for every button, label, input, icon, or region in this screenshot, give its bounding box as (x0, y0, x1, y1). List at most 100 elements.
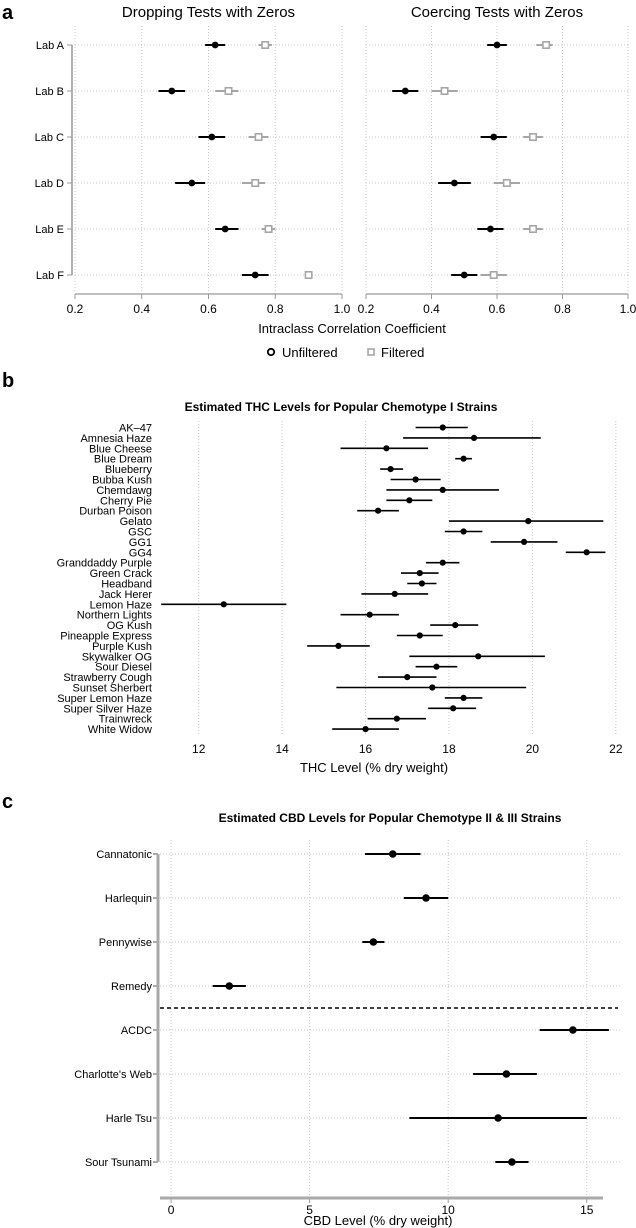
point (475, 653, 482, 660)
category-label: GSC (128, 527, 152, 539)
point (404, 674, 411, 681)
category-label: Charlotte's Web (74, 1069, 152, 1081)
point (388, 850, 397, 858)
panel-label-a: a (2, 2, 14, 24)
point (525, 518, 532, 525)
point (460, 694, 467, 702)
point (583, 549, 590, 556)
filtered-point (502, 179, 511, 188)
category-label: Sunset Sherbert (73, 683, 153, 695)
category-label: Blue Dream (94, 454, 152, 466)
category-label: Sour Diesel (95, 662, 152, 674)
category-label: Amnesia Haze (80, 433, 152, 445)
x-tick-label: 10 (442, 1203, 456, 1217)
point (362, 726, 369, 733)
unfiltered-point (168, 87, 176, 95)
category-label: Gelato (120, 516, 152, 528)
x-tick-label: 1.0 (620, 302, 636, 316)
category-label: Super Silver Haze (63, 703, 152, 715)
point (460, 528, 467, 535)
filtered-point (529, 133, 538, 142)
category-label: Harlequin (105, 893, 152, 905)
x-tick-label: 0 (168, 1203, 175, 1217)
category-label: Lab F (36, 270, 64, 282)
unfiltered-point (451, 179, 458, 187)
point (225, 982, 234, 990)
point (508, 1158, 516, 1166)
x-tick-label: 14 (275, 742, 289, 756)
category-label: Purple Kush (92, 641, 152, 653)
panel-label-b: b (2, 370, 14, 392)
category-label: Lemon Haze (90, 599, 152, 611)
x-tick-label: 0.4 (133, 302, 150, 316)
point (369, 938, 378, 946)
category-label: Durban Poison (79, 506, 152, 518)
category-label: Blue Cheese (89, 443, 152, 455)
category-label: Remedy (111, 981, 152, 993)
point (439, 486, 446, 493)
category-label: Chemdawg (96, 485, 152, 497)
panel-a: a Lab A Lab B Lab C Lab D Lab E Lab F Dropping … (2, 2, 636, 360)
category-label: Bubba Kush (92, 475, 152, 487)
category-label: Pineapple Express (60, 631, 152, 643)
category-label: Jack Herer (99, 589, 153, 601)
x-tick-label: 0.2 (358, 302, 375, 316)
category-label: GG4 (129, 547, 152, 559)
point (569, 1026, 577, 1034)
x-tick-label: 15 (580, 1203, 594, 1217)
category-label: ACDC (121, 1025, 152, 1037)
category-label: Harle Tsu (106, 1113, 152, 1125)
point (416, 570, 423, 577)
filtered-point (261, 40, 270, 49)
point (452, 622, 459, 629)
category-label: AK–47 (119, 423, 152, 435)
x-axis-title: CBD Level (% dry weight) (304, 1213, 453, 1228)
point (439, 559, 446, 566)
x-tick-label: 0.6 (489, 302, 506, 316)
category-label: Skywalker OG (82, 651, 152, 663)
legend-filtered-marker (367, 348, 375, 356)
filtered-point (264, 225, 273, 234)
subplot-title: Dropping Tests with Zeros (122, 4, 295, 21)
point (418, 580, 425, 587)
category-label: Granddaddy Purple (57, 558, 152, 570)
x-tick-label: 16 (359, 742, 373, 756)
legend-filtered-label: Filtered (381, 345, 424, 360)
filtered-point (542, 40, 551, 49)
unfiltered-point (208, 133, 216, 141)
category-label: Cherry Pie (100, 495, 152, 507)
category-label: Trainwreck (99, 714, 153, 726)
point (422, 894, 430, 902)
category-label: Strawberry Cough (63, 672, 152, 684)
filtered-point (304, 270, 313, 279)
point (470, 434, 478, 441)
x-tick-label: 5 (306, 1203, 313, 1217)
filtered-point (440, 87, 449, 96)
category-label: Northern Lights (77, 610, 153, 622)
category-label: Lab E (35, 224, 64, 236)
x-tick-label: 18 (442, 742, 456, 756)
panel-c: c Estimated CBD Levels for Popular Chemot… (2, 791, 620, 1228)
category-label: Lab C (35, 132, 64, 144)
unfiltered-point (221, 225, 229, 233)
filtered-point (489, 270, 498, 279)
filtered-point (529, 225, 538, 234)
point (429, 684, 436, 691)
category-label: OG Kush (107, 620, 152, 632)
point (433, 663, 440, 670)
panel-label-c: c (2, 791, 13, 813)
point (450, 705, 457, 712)
unfiltered-point (493, 41, 501, 49)
chart-title: Estimated THC Levels for Popular Chemoty… (185, 400, 498, 414)
point (406, 497, 413, 504)
x-tick-label: 0.8 (267, 302, 284, 316)
category-label: GG1 (129, 537, 152, 549)
legend-unfiltered-marker (266, 347, 276, 357)
x-tick-label: 0.2 (67, 302, 84, 316)
filtered-point (224, 87, 233, 96)
panel-b: b Estimated THC Levels for Popular Chemot… (2, 370, 623, 775)
point (416, 632, 423, 639)
category-label: Pennywise (99, 937, 152, 949)
point (439, 424, 446, 431)
point (335, 642, 342, 650)
